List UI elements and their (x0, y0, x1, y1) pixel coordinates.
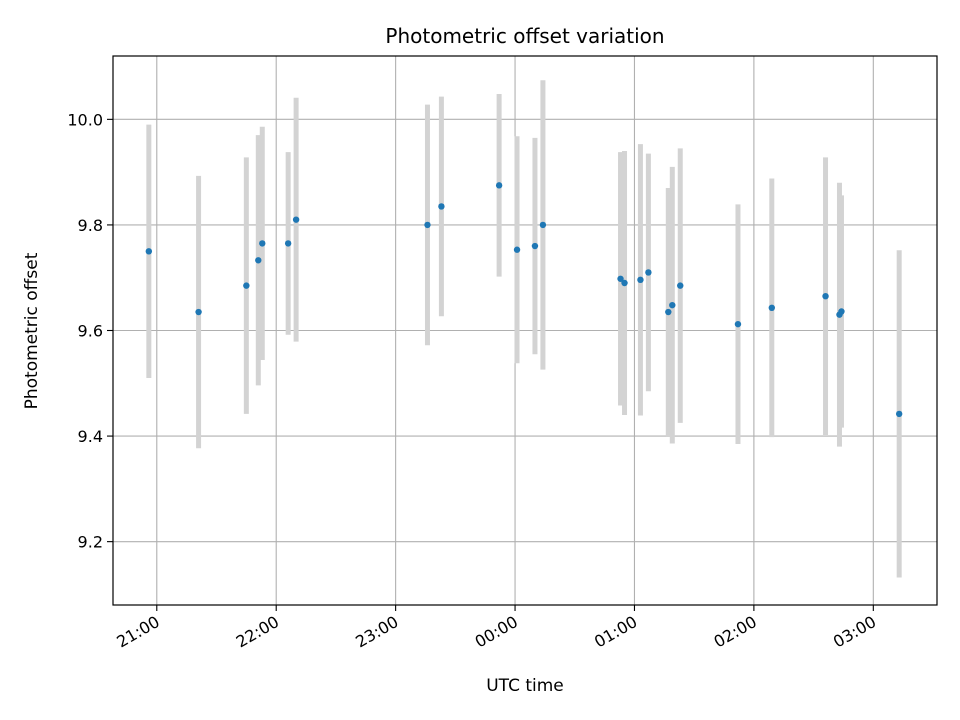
data-point (145, 248, 153, 255)
data-point (284, 240, 292, 247)
data-point (645, 269, 652, 276)
y-tick-label: 10.0 (67, 110, 103, 129)
data-point (539, 221, 547, 229)
data-point (895, 410, 903, 418)
data-point (617, 275, 624, 282)
data-point (531, 242, 539, 250)
chart-title: Photometric offset variation (385, 24, 664, 48)
data-point (255, 257, 262, 264)
data-point (243, 282, 250, 289)
y-tick-label: 9.8 (78, 216, 103, 235)
data-point (495, 182, 503, 189)
y-tick-label: 9.4 (78, 427, 103, 446)
y-tick-label: 9.2 (78, 533, 103, 552)
markers (145, 182, 903, 418)
x-axis-label: UTC time (486, 676, 564, 696)
y-tick-label: 9.6 (78, 322, 103, 341)
grid (113, 56, 937, 605)
data-point (621, 279, 628, 287)
data-point (768, 304, 776, 312)
data-point (195, 308, 202, 316)
data-point (677, 282, 684, 289)
data-point (637, 276, 644, 284)
data-point (734, 320, 742, 328)
y-axis: 9.2 9.4 9.6 9.8 10.0 (67, 110, 113, 552)
data-point (513, 246, 521, 253)
data-point (822, 292, 829, 300)
data-point (424, 221, 431, 229)
data-point (438, 203, 445, 210)
data-point (292, 216, 300, 223)
data-point (665, 308, 672, 316)
data-point (669, 301, 676, 309)
data-point (259, 240, 266, 247)
y-axis-label: Photometric offset (22, 252, 42, 409)
data-point (838, 308, 845, 315)
